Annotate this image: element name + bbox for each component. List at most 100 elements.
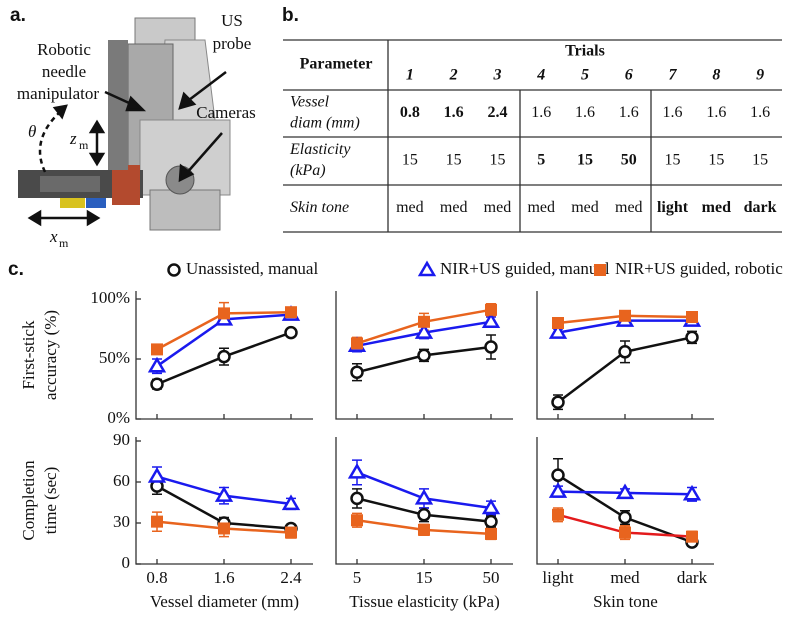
table-cell: med (527, 199, 555, 216)
marker (551, 395, 565, 409)
marker (417, 348, 431, 363)
marker (417, 260, 437, 277)
row-label: Skin tone (290, 199, 349, 216)
table-cell: 1.6 (444, 104, 464, 121)
table-cell: med (702, 199, 731, 216)
marker (414, 488, 434, 505)
column-header: 8 (712, 67, 720, 84)
table-cell: med (484, 199, 512, 216)
marker (615, 483, 635, 500)
marker (485, 527, 497, 540)
axis (536, 437, 714, 565)
row-label: Vessel (290, 94, 330, 111)
marker (551, 468, 565, 482)
marker (548, 323, 568, 339)
parameter-table (283, 39, 782, 233)
table-cell: 1.6 (663, 104, 683, 121)
row-label: Elasticity (289, 141, 351, 158)
x-axis-label: Vessel diameter (mm) (150, 592, 299, 611)
table-cell: 1.6 (706, 104, 726, 121)
x-tick-label: dark (677, 568, 708, 587)
x-tick-label: med (610, 568, 640, 587)
column-header: 7 (669, 67, 678, 84)
annotation: θ (28, 122, 36, 141)
marker (151, 343, 163, 356)
column-header: 3 (492, 67, 501, 84)
marker (167, 263, 181, 277)
table-cell: med (396, 199, 424, 216)
y-tick-label: 50% (99, 348, 130, 367)
annotation: manipulator (17, 84, 99, 103)
table-cell: 15 (752, 152, 768, 169)
y-tick-label: 100% (90, 288, 130, 307)
y-tick-label: 0 (122, 553, 131, 572)
x-tick-label: light (542, 568, 573, 587)
marker (284, 325, 298, 340)
x-tick-label: 50 (483, 568, 500, 587)
annotation: x (49, 227, 58, 246)
table-cell: 15 (446, 152, 462, 169)
legend-label: NIR+US guided, robotic (615, 259, 783, 278)
table-cell: 50 (621, 152, 637, 169)
table-cell: 15 (402, 152, 418, 169)
y-tick-label: 30 (113, 512, 130, 531)
annotation: probe (213, 34, 252, 53)
marker (484, 514, 498, 529)
marker (485, 303, 497, 316)
marker (618, 345, 632, 359)
marker (552, 508, 564, 521)
table-cell: 1.6 (750, 104, 770, 121)
table-cell: 15 (577, 152, 593, 169)
table-cell: 0.8 (400, 104, 420, 121)
y-tick-label: 90 (113, 430, 130, 449)
legend-label: NIR+US guided, manual (440, 259, 610, 278)
panel-label: a. (10, 5, 26, 26)
marker (484, 340, 498, 354)
marker (552, 317, 564, 329)
annotation: m (79, 138, 89, 152)
marker (285, 526, 297, 539)
annotation: Cameras (196, 103, 255, 122)
marker (147, 356, 167, 373)
column-header: 9 (756, 67, 764, 84)
table-cell: 1.6 (575, 104, 595, 121)
axis (536, 291, 714, 420)
column-header: 2 (449, 67, 458, 84)
axis (335, 437, 513, 565)
x-tick-label: 1.6 (213, 568, 234, 587)
y-axis-label: First-stick (19, 320, 38, 389)
table-cell: med (440, 199, 468, 216)
table-header: Trials (565, 43, 605, 60)
y-tick-label: 60 (113, 471, 130, 490)
marker (350, 491, 364, 506)
column-header: 5 (581, 67, 589, 84)
row-label: (kPa) (290, 162, 326, 179)
y-axis-label: accuracy (%) (41, 310, 60, 400)
marker (351, 514, 363, 527)
marker (218, 307, 230, 320)
marker (685, 330, 699, 345)
table-cell: med (615, 199, 643, 216)
marker (618, 510, 632, 525)
panel-label: c. (8, 259, 24, 280)
marker (214, 486, 234, 502)
annotation: z (69, 129, 77, 148)
table-cell: 5 (537, 152, 545, 169)
annotation: US (221, 11, 243, 30)
column-header: 6 (625, 67, 633, 84)
x-tick-label: 15 (416, 568, 433, 587)
marker (217, 349, 231, 364)
marker (686, 530, 698, 543)
annotation: m (59, 236, 69, 250)
row-label: diam (mm) (290, 115, 360, 132)
panel-label: b. (282, 5, 299, 26)
marker (418, 523, 430, 536)
marker (351, 337, 363, 350)
marker (686, 311, 698, 323)
legend-label: Unassisted, manual (186, 259, 318, 278)
y-tick-label: 0% (107, 408, 130, 427)
y-axis-label: time (sec) (41, 467, 60, 535)
table-cell: dark (744, 199, 777, 216)
marker (285, 306, 297, 319)
